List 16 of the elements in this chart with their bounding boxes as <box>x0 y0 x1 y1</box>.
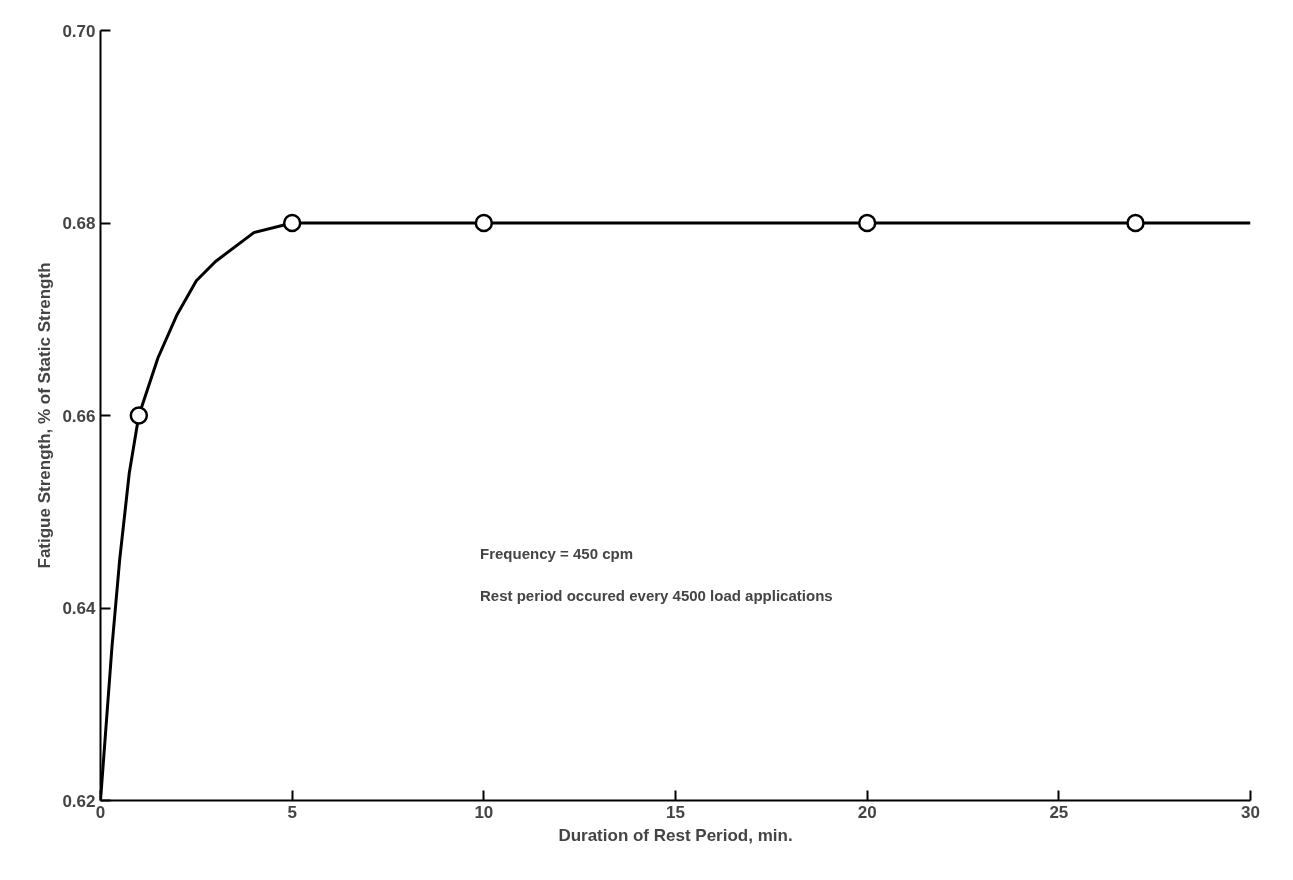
annotation: Rest period occured every 4500 load applications <box>480 587 833 605</box>
x-tick-label: 30 <box>1241 802 1260 822</box>
x-tick-label: 10 <box>474 802 494 822</box>
x-tick-label: 5 <box>287 802 297 822</box>
y-axis-title: Fatigue Strength, % of Static Strength <box>35 262 55 569</box>
x-tick-label: 25 <box>1049 802 1069 822</box>
x-tick-label: 0 <box>95 802 106 822</box>
y-tick-label: 0.68 <box>62 214 96 233</box>
y-tick-label: 0.70 <box>62 21 96 41</box>
x-axis-title: Duration of Rest Period, min. <box>558 825 793 845</box>
y-tick-label: 0.62 <box>62 791 96 811</box>
y-tick-label: 0.66 <box>62 406 96 426</box>
x-tick-label: 20 <box>857 802 877 822</box>
y-tick-label: 0.64 <box>62 599 97 618</box>
annotation: Frequency = 450 cpm <box>480 544 633 562</box>
x-tick-label: 15 <box>666 802 685 822</box>
